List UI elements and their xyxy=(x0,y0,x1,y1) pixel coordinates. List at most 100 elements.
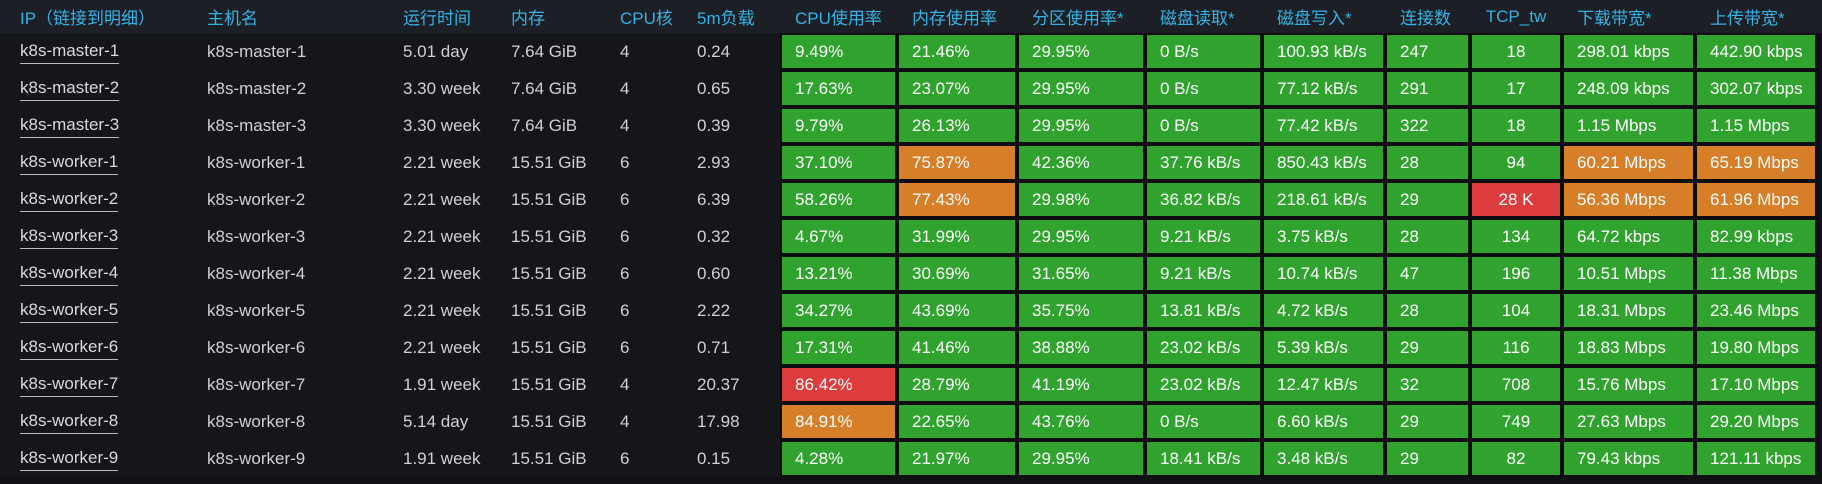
cell-uptime: 5.14 day xyxy=(403,412,469,431)
cell-cores: 6 xyxy=(620,264,630,283)
metric-cell-disk_read: 36.82 kB/s xyxy=(1147,183,1260,216)
ip-link[interactable]: k8s-worker-7 xyxy=(20,374,119,398)
column-header-ip[interactable]: IP（链接到明细） xyxy=(20,9,156,28)
cell-conns: 47 xyxy=(1385,255,1470,292)
metric-cell-up_bw: 23.46 Mbps xyxy=(1697,294,1815,327)
cell-mem_pct: 23.07% xyxy=(897,70,1017,107)
metric-cell-mem_pct: 43.69% xyxy=(899,294,1015,327)
cell-cpu_pct: 84.91% xyxy=(780,403,897,440)
column-header-uptime[interactable]: 运行时间 xyxy=(403,9,471,28)
cell-ip: k8s-master-2 xyxy=(0,70,187,107)
metric-cell-up_bw: 11.38 Mbps xyxy=(1697,257,1815,290)
metric-cell-mem_pct: 23.07% xyxy=(899,72,1015,105)
table-row: k8s-worker-9 k8s-worker-9 1.91 week 15.51 G… xyxy=(0,440,1817,477)
cell-cores: 4 xyxy=(620,42,630,61)
column-header-conns[interactable]: 连接数 xyxy=(1400,9,1451,28)
cell-down_bw: 79.43 kbps xyxy=(1562,440,1695,477)
ip-link[interactable]: k8s-worker-9 xyxy=(20,448,119,472)
column-header-part_pct[interactable]: 分区使用率* xyxy=(1032,9,1124,28)
metric-cell-conns: 247 xyxy=(1387,35,1468,68)
metric-cell-up_bw: 82.99 kbps xyxy=(1697,220,1815,253)
metric-cell-cpu_pct: 17.63% xyxy=(782,72,895,105)
column-header-up_bw[interactable]: 上传带宽* xyxy=(1710,9,1785,28)
cell-hostname: k8s-worker-2 xyxy=(207,190,306,209)
cell-memory: 15.51 GiB xyxy=(511,449,587,468)
metric-cell-tcp_tw: 18 xyxy=(1472,35,1560,68)
metric-cell-mem_pct: 28.79% xyxy=(899,368,1015,401)
cell-tcp_tw: 104 xyxy=(1470,292,1562,329)
metric-cell-part_pct: 29.95% xyxy=(1019,72,1143,105)
ip-link[interactable]: k8s-master-1 xyxy=(20,41,120,65)
table-row: k8s-worker-3 k8s-worker-3 2.21 week 15.51 G… xyxy=(0,218,1817,255)
metric-cell-disk_read: 0 B/s xyxy=(1147,405,1260,438)
cell-memory: 15.51 GiB xyxy=(511,412,587,431)
ip-link[interactable]: k8s-worker-1 xyxy=(20,152,119,176)
ip-link[interactable]: k8s-master-3 xyxy=(20,115,120,139)
cell-conns: 29 xyxy=(1385,329,1470,366)
metric-cell-disk_write: 10.74 kB/s xyxy=(1264,257,1383,290)
cell-disk_write: 3.75 kB/s xyxy=(1262,218,1385,255)
cell-memory: 15.51 GiB xyxy=(511,301,587,320)
cell-uptime: 2.21 week xyxy=(403,301,481,320)
cell-uptime: 2.21 week xyxy=(403,190,481,209)
cell-uptime: 3.30 week xyxy=(403,79,481,98)
metric-cell-disk_read: 9.21 kB/s xyxy=(1147,257,1260,290)
column-header-cores[interactable]: CPU核 xyxy=(620,9,673,28)
metric-cell-part_pct: 41.19% xyxy=(1019,368,1143,401)
cell-part_pct: 43.76% xyxy=(1017,403,1145,440)
metric-cell-up_bw: 302.07 kbps xyxy=(1697,72,1815,105)
ip-link[interactable]: k8s-worker-3 xyxy=(20,226,119,250)
cell-disk_write: 218.61 kB/s xyxy=(1262,181,1385,218)
metric-cell-cpu_pct: 9.49% xyxy=(782,35,895,68)
column-header-disk_read[interactable]: 磁盘读取* xyxy=(1160,9,1235,28)
table-row: k8s-worker-1 k8s-worker-1 2.21 week 15.51 G… xyxy=(0,144,1817,181)
metric-cell-part_pct: 29.95% xyxy=(1019,109,1143,142)
cell-cpu_pct: 4.67% xyxy=(780,218,897,255)
ip-link[interactable]: k8s-worker-5 xyxy=(20,300,119,324)
ip-link[interactable]: k8s-worker-8 xyxy=(20,411,119,435)
cell-conns: 32 xyxy=(1385,366,1470,403)
cell-cpu_pct: 17.63% xyxy=(780,70,897,107)
cell-cpu_pct: 13.21% xyxy=(780,255,897,292)
cell-ip: k8s-master-3 xyxy=(0,107,187,144)
cell-tcp_tw: 82 xyxy=(1470,440,1562,477)
column-header-load[interactable]: 5m负载 xyxy=(697,9,755,28)
cell-disk_write: 100.93 kB/s xyxy=(1262,33,1385,70)
metric-cell-cpu_pct: 34.27% xyxy=(782,294,895,327)
metric-cell-conns: 322 xyxy=(1387,109,1468,142)
cell-ip: k8s-worker-6 xyxy=(0,329,187,366)
metric-cell-cpu_pct: 58.26% xyxy=(782,183,895,216)
metric-cell-mem_pct: 31.99% xyxy=(899,220,1015,253)
column-header-memory[interactable]: 内存 xyxy=(511,9,545,28)
cell-down_bw: 298.01 kbps xyxy=(1562,33,1695,70)
cell-memory: 7.64 GiB xyxy=(511,42,578,61)
column-header-hostname[interactable]: 主机名 xyxy=(207,9,258,28)
table-header-row: IP（链接到明细） 主机名 运行时间 内存 CPU核 5m负载 CPU使用率 内存使用率 分区使… xyxy=(0,0,1822,33)
metric-cell-down_bw: 10.51 Mbps xyxy=(1564,257,1693,290)
cell-cpu_pct: 58.26% xyxy=(780,181,897,218)
column-header-mem_pct[interactable]: 内存使用率 xyxy=(912,9,997,28)
metric-cell-down_bw: 298.01 kbps xyxy=(1564,35,1693,68)
column-header-tcp_tw[interactable]: TCP_tw xyxy=(1485,6,1547,26)
metric-cell-disk_read: 0 B/s xyxy=(1147,35,1260,68)
metric-cell-down_bw: 248.09 kbps xyxy=(1564,72,1693,105)
column-header-disk_write[interactable]: 磁盘写入* xyxy=(1277,9,1352,28)
cell-tcp_tw: 196 xyxy=(1470,255,1562,292)
cell-cores: 6 xyxy=(620,338,630,357)
cell-mem_pct: 43.69% xyxy=(897,292,1017,329)
cell-up_bw: 11.38 Mbps xyxy=(1695,255,1817,292)
ip-link[interactable]: k8s-master-2 xyxy=(20,78,120,102)
cell-up_bw: 61.96 Mbps xyxy=(1695,181,1817,218)
metric-cell-down_bw: 1.15 Mbps xyxy=(1564,109,1693,142)
ip-link[interactable]: k8s-worker-4 xyxy=(20,263,119,287)
metric-cell-up_bw: 19.80 Mbps xyxy=(1697,331,1815,364)
cell-conns: 29 xyxy=(1385,181,1470,218)
cell-load: 0.71 xyxy=(697,338,731,357)
column-header-cpu_pct[interactable]: CPU使用率 xyxy=(795,9,882,28)
cell-down_bw: 27.63 Mbps xyxy=(1562,403,1695,440)
column-header-down_bw[interactable]: 下载带宽* xyxy=(1577,9,1652,28)
ip-link[interactable]: k8s-worker-6 xyxy=(20,337,119,361)
cell-memory: 15.51 GiB xyxy=(511,264,587,283)
metric-cell-disk_read: 0 B/s xyxy=(1147,109,1260,142)
ip-link[interactable]: k8s-worker-2 xyxy=(20,189,119,213)
